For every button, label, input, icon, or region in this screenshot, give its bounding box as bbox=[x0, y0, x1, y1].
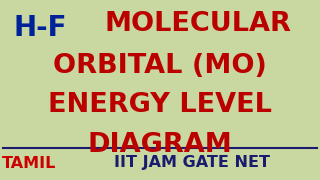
Text: TAMIL: TAMIL bbox=[2, 156, 56, 170]
Text: ORBITAL (MO): ORBITAL (MO) bbox=[53, 53, 267, 79]
Text: ENERGY LEVEL: ENERGY LEVEL bbox=[48, 92, 272, 118]
Text: H-F: H-F bbox=[14, 14, 67, 42]
Text: IIT JAM GATE NET: IIT JAM GATE NET bbox=[114, 156, 270, 170]
Text: MOLECULAR: MOLECULAR bbox=[105, 11, 292, 37]
Text: DIAGRAM: DIAGRAM bbox=[88, 132, 232, 158]
